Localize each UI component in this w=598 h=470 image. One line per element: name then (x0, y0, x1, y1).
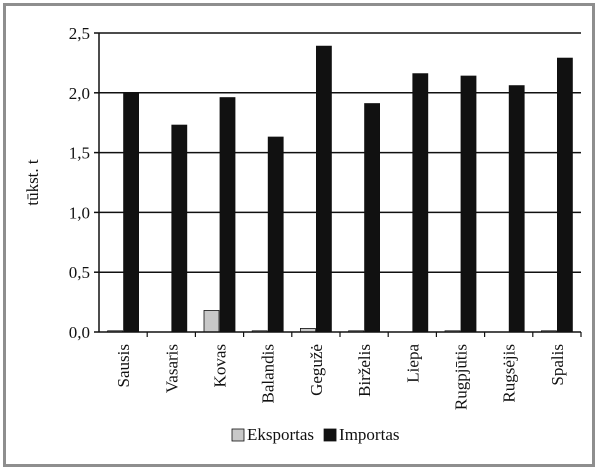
x-tick-label: Rugsėjis (500, 344, 519, 403)
eksportas-bar (203, 310, 220, 333)
importas-bar (267, 136, 284, 333)
x-tick-label: Rugpjūtis (452, 344, 471, 410)
y-tick-labels: 0,0 0,5 1,0 1,5 2,0 2,5 (69, 24, 90, 342)
legend: Eksportas Importas (231, 425, 399, 444)
x-tick-label: Balandis (259, 344, 278, 404)
x-tick-label: Kovas (211, 344, 230, 387)
x-tick-label: Sausis (114, 344, 133, 387)
y-tick-label: 0,5 (69, 263, 90, 282)
eksportas-legend-label: Eksportas (247, 425, 314, 444)
x-tick-label: Birželis (355, 344, 374, 397)
importas-bar (219, 97, 236, 333)
importas-bar (557, 57, 573, 333)
y-tick-label: 2,0 (69, 84, 90, 103)
importas-legend-swatch (323, 428, 337, 442)
y-tick-label: 1,0 (69, 203, 90, 222)
x-tick-label: Spalis (548, 344, 567, 386)
importas-bar (123, 92, 139, 333)
importas-bar (315, 45, 332, 333)
importas-bar (171, 124, 188, 333)
y-tick-label: 2,5 (69, 24, 90, 43)
importas-bar (460, 75, 477, 333)
y-tick-label: 0,0 (69, 323, 90, 342)
x-tick-labels: Sausis Vasaris Kovas Balandis Gegužė Birželis… (114, 344, 567, 411)
importas-legend-label: Importas (339, 425, 399, 444)
importas-bar (412, 73, 429, 333)
chart-frame (3, 3, 595, 467)
y-tick-label: 1,5 (69, 144, 90, 163)
bars (107, 45, 573, 333)
x-tick-label: Vasaris (162, 344, 181, 393)
importas-bar (508, 85, 525, 333)
gridlines (94, 32, 582, 337)
y-axis-title: tūkst. t (23, 159, 42, 206)
x-tick-label: Gegužė (307, 344, 326, 396)
eksportas-legend-swatch (231, 428, 245, 442)
x-tick-label: Liepa (403, 344, 422, 383)
importas-bar (364, 103, 381, 333)
